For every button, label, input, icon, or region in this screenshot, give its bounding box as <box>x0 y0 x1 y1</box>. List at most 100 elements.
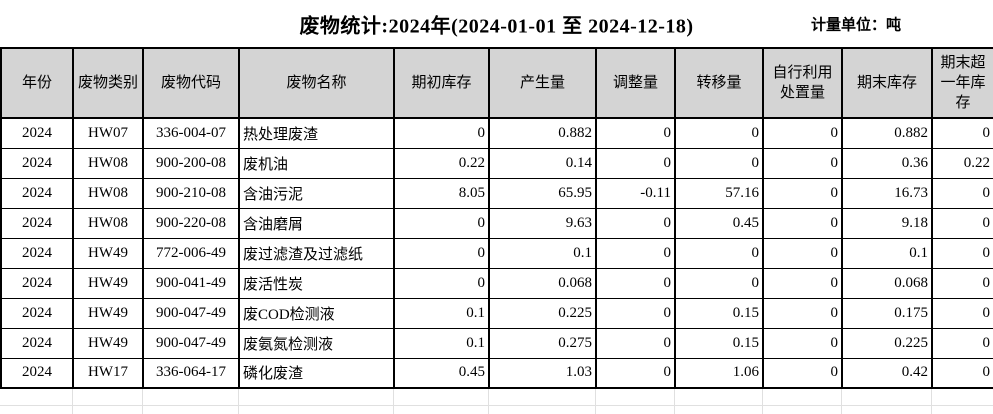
cell-adjustment-amount: 0 <box>595 207 676 239</box>
cell-transferred-amount: 57.16 <box>674 177 764 209</box>
cell-waste-category: HW08 <box>72 147 144 179</box>
cell-waste-category: HW49 <box>72 297 144 329</box>
cell-generated-amount: 0.225 <box>488 297 597 329</box>
cell-self-disposal-amount: 0 <box>762 327 843 359</box>
col-header-generated-amount: 产生量 <box>488 47 597 119</box>
cell-self-disposal-amount: 0 <box>762 177 843 209</box>
cell-initial-stock: 0.45 <box>393 357 490 389</box>
cell-year: 2024 <box>0 117 74 149</box>
table-row: 2024 HW08 900-220-08 含油磨屑 0 9.63 0 0.45 0 9.18 0 <box>0 207 993 239</box>
cell-initial-stock: 0.22 <box>393 147 490 179</box>
cell-waste-code: 900-047-49 <box>142 327 240 359</box>
col-header-waste-code: 废物代码 <box>142 47 240 119</box>
cell-waste-category: HW49 <box>72 267 144 299</box>
cell-generated-amount: 0.068 <box>488 267 597 299</box>
cell-ending-stock: 0.068 <box>841 267 933 299</box>
table-row: 2024 HW07 336-004-07 热处理废渣 0 0.882 0 0 0 0.882 0 <box>0 117 993 149</box>
col-header-waste-category: 废物类别 <box>72 47 144 119</box>
cell-waste-name: 含油污泥 <box>238 177 395 209</box>
cell-waste-name: 废过滤渣及过滤纸 <box>238 237 395 269</box>
cell-waste-category: HW07 <box>72 117 144 149</box>
faint-gridline-vertical <box>488 389 489 414</box>
col-header-transferred-amount: 转移量 <box>674 47 764 119</box>
cell-waste-code: 900-210-08 <box>142 177 240 209</box>
cell-generated-amount: 0.1 <box>488 237 597 269</box>
waste-stats-table: 年份 废物类别 废物代码 废物名称 期初库存 产生量 调整量 转移量 自行利用处… <box>0 47 993 389</box>
cell-year: 2024 <box>0 267 74 299</box>
table-header-row: 年份 废物类别 废物代码 废物名称 期初库存 产生量 调整量 转移量 自行利用处… <box>0 47 993 119</box>
cell-waste-code: 900-041-49 <box>142 267 240 299</box>
cell-waste-code: 336-064-17 <box>142 357 240 389</box>
cell-over-one-year-stock: 0 <box>931 207 993 239</box>
cell-year: 2024 <box>0 177 74 209</box>
empty-spreadsheet-grid <box>0 389 993 414</box>
faint-gridline-vertical <box>238 389 239 414</box>
cell-year: 2024 <box>0 147 74 179</box>
cell-self-disposal-amount: 0 <box>762 117 843 149</box>
cell-waste-name: 含油磨屑 <box>238 207 395 239</box>
unit-label: 计量单位：吨 <box>810 17 901 33</box>
table-row: 2024 HW08 900-200-08 废机油 0.22 0.14 0 0 0 0.36 0.22 <box>0 147 993 179</box>
cell-self-disposal-amount: 0 <box>762 237 843 269</box>
faint-gridline-vertical <box>72 389 73 414</box>
cell-over-one-year-stock: 0 <box>931 327 993 359</box>
cell-ending-stock: 0.1 <box>841 237 933 269</box>
cell-self-disposal-amount: 0 <box>762 147 843 179</box>
col-header-adjustment-amount: 调整量 <box>595 47 676 119</box>
cell-ending-stock: 0.36 <box>841 147 933 179</box>
col-header-ending-stock: 期末库存 <box>841 47 933 119</box>
table-row: 2024 HW08 900-210-08 含油污泥 8.05 65.95 -0.11 57.1… <box>0 177 993 209</box>
cell-transferred-amount: 1.06 <box>674 357 764 389</box>
cell-waste-name: 热处理废渣 <box>238 117 395 149</box>
cell-initial-stock: 0 <box>393 207 490 239</box>
cell-year: 2024 <box>0 237 74 269</box>
cell-initial-stock: 0.1 <box>393 327 490 359</box>
cell-waste-name: 废氨氮检测液 <box>238 327 395 359</box>
cell-initial-stock: 0.1 <box>393 297 490 329</box>
cell-ending-stock: 9.18 <box>841 207 933 239</box>
cell-waste-name: 废活性炭 <box>238 267 395 299</box>
cell-adjustment-amount: 0 <box>595 117 676 149</box>
faint-gridline-vertical <box>142 389 143 414</box>
cell-transferred-amount: 0 <box>674 237 764 269</box>
cell-transferred-amount: 0 <box>674 267 764 299</box>
cell-self-disposal-amount: 0 <box>762 207 843 239</box>
col-header-over-one-year-stock: 期末超一年库存 <box>931 47 993 119</box>
cell-year: 2024 <box>0 357 74 389</box>
cell-waste-category: HW08 <box>72 177 144 209</box>
cell-generated-amount: 0.14 <box>488 147 597 179</box>
cell-self-disposal-amount: 0 <box>762 357 843 389</box>
cell-waste-name: 废COD检测液 <box>238 297 395 329</box>
table-body: 2024 HW07 336-004-07 热处理废渣 0 0.882 0 0 0 0.882 0 20… <box>0 117 993 389</box>
cell-over-one-year-stock: 0 <box>931 237 993 269</box>
cell-waste-category: HW49 <box>72 237 144 269</box>
faint-gridline-vertical <box>841 389 842 414</box>
cell-initial-stock: 0 <box>393 117 490 149</box>
faint-gridline-vertical <box>393 389 394 414</box>
cell-over-one-year-stock: 0 <box>931 117 993 149</box>
cell-waste-code: 772-006-49 <box>142 237 240 269</box>
cell-adjustment-amount: 0 <box>595 147 676 179</box>
faint-gridline-vertical <box>762 389 763 414</box>
table-row: 2024 HW49 900-047-49 废COD检测液 0.1 0.225 0 0.15 0 0… <box>0 297 993 329</box>
cell-year: 2024 <box>0 207 74 239</box>
cell-waste-code: 900-200-08 <box>142 147 240 179</box>
cell-ending-stock: 0.225 <box>841 327 933 359</box>
cell-waste-category: HW08 <box>72 207 144 239</box>
cell-generated-amount: 0.882 <box>488 117 597 149</box>
col-header-self-disposal-amount: 自行利用处置量 <box>762 47 843 119</box>
cell-initial-stock: 8.05 <box>393 177 490 209</box>
table-row: 2024 HW17 336-064-17 磷化废渣 0.45 1.03 0 1.06 0 0.42… <box>0 357 993 389</box>
faint-gridline-vertical <box>674 389 675 414</box>
cell-year: 2024 <box>0 297 74 329</box>
cell-transferred-amount: 0.45 <box>674 207 764 239</box>
cell-ending-stock: 16.73 <box>841 177 933 209</box>
cell-waste-name: 废机油 <box>238 147 395 179</box>
faint-gridline-horizontal <box>0 405 993 406</box>
title-bar: 废物统计:2024年(2024-01-01 至 2024-12-18) 计量单位… <box>0 0 993 47</box>
cell-over-one-year-stock: 0 <box>931 267 993 299</box>
cell-waste-category: HW17 <box>72 357 144 389</box>
cell-over-one-year-stock: 0 <box>931 357 993 389</box>
cell-initial-stock: 0 <box>393 237 490 269</box>
cell-generated-amount: 65.95 <box>488 177 597 209</box>
